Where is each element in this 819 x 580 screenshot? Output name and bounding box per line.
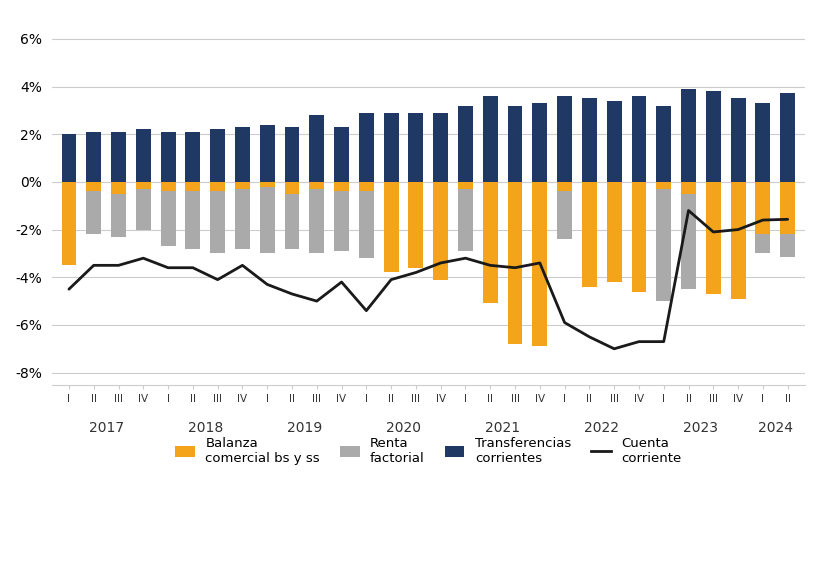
Bar	[161, 132, 175, 182]
Bar	[458, 182, 473, 251]
Bar	[86, 182, 101, 234]
Bar	[532, 182, 546, 227]
Bar	[556, 182, 572, 191]
Bar	[111, 182, 126, 194]
Text: 2022: 2022	[584, 420, 618, 434]
Text: 2023: 2023	[682, 420, 717, 434]
Bar	[432, 113, 447, 182]
Bar	[210, 182, 224, 191]
Bar	[185, 182, 200, 249]
Bar	[161, 182, 175, 246]
Bar	[210, 129, 224, 182]
Text: 2018: 2018	[188, 420, 223, 434]
Text: 2017: 2017	[88, 420, 124, 434]
Bar	[309, 115, 324, 182]
Bar	[606, 101, 621, 182]
Bar	[61, 134, 76, 182]
Bar	[284, 182, 299, 249]
Bar	[655, 182, 671, 301]
Bar	[309, 182, 324, 253]
Bar	[136, 182, 151, 189]
Bar	[61, 182, 76, 249]
Bar	[161, 182, 175, 191]
Bar	[359, 113, 373, 182]
Bar	[136, 129, 151, 182]
Bar	[730, 182, 744, 256]
Bar	[779, 182, 794, 257]
Bar	[284, 182, 299, 194]
Bar	[532, 182, 546, 346]
Bar	[260, 182, 274, 187]
Bar	[383, 182, 398, 273]
Bar	[705, 182, 720, 294]
Bar	[284, 127, 299, 182]
Bar	[482, 182, 497, 227]
Text: 2024: 2024	[757, 420, 792, 434]
Bar	[235, 182, 250, 189]
Bar	[432, 182, 447, 280]
Bar	[631, 182, 645, 292]
Bar	[383, 182, 398, 253]
Legend: Balanza
comercial bs y ss, Renta
factorial, Transferencias
corrientes, Cuenta
co: Balanza comercial bs y ss, Renta factori…	[170, 432, 686, 470]
Bar	[730, 99, 744, 182]
Bar	[705, 91, 720, 182]
Bar	[507, 106, 522, 182]
Bar	[260, 182, 274, 253]
Bar	[408, 182, 423, 251]
Bar	[86, 182, 101, 191]
Bar	[655, 182, 671, 189]
Bar	[136, 182, 151, 230]
Bar	[606, 182, 621, 282]
Bar	[359, 182, 373, 191]
Bar	[631, 182, 645, 256]
Bar	[111, 132, 126, 182]
Bar	[408, 182, 423, 268]
Bar	[532, 103, 546, 182]
Bar	[754, 182, 769, 234]
Bar	[681, 89, 695, 182]
Bar	[631, 96, 645, 182]
Bar	[111, 182, 126, 237]
Bar	[730, 182, 744, 299]
Bar	[754, 182, 769, 253]
Bar	[482, 96, 497, 182]
Bar	[185, 132, 200, 182]
Bar	[185, 182, 200, 191]
Bar	[581, 182, 596, 244]
Bar	[754, 103, 769, 182]
Text: 2020: 2020	[386, 420, 420, 434]
Bar	[482, 182, 497, 303]
Bar	[333, 127, 349, 182]
Bar	[309, 182, 324, 189]
Bar	[779, 182, 794, 234]
Bar	[581, 99, 596, 182]
Bar	[458, 106, 473, 182]
Bar	[655, 106, 671, 182]
Bar	[333, 182, 349, 191]
Bar	[86, 132, 101, 182]
Text: 2019: 2019	[287, 420, 322, 434]
Bar	[359, 182, 373, 258]
Bar	[383, 113, 398, 182]
Bar	[260, 125, 274, 182]
Bar	[606, 182, 621, 251]
Bar	[408, 113, 423, 182]
Bar	[556, 96, 572, 182]
Bar	[333, 182, 349, 251]
Bar	[235, 127, 250, 182]
Bar	[556, 182, 572, 239]
Bar	[681, 182, 695, 289]
Text: 2021: 2021	[485, 420, 519, 434]
Bar	[779, 93, 794, 182]
Bar	[581, 182, 596, 287]
Bar	[61, 182, 76, 265]
Bar	[458, 182, 473, 189]
Bar	[235, 182, 250, 249]
Bar	[507, 182, 522, 222]
Bar	[681, 182, 695, 194]
Bar	[210, 182, 224, 253]
Bar	[507, 182, 522, 344]
Bar	[705, 182, 720, 260]
Bar	[432, 182, 447, 249]
